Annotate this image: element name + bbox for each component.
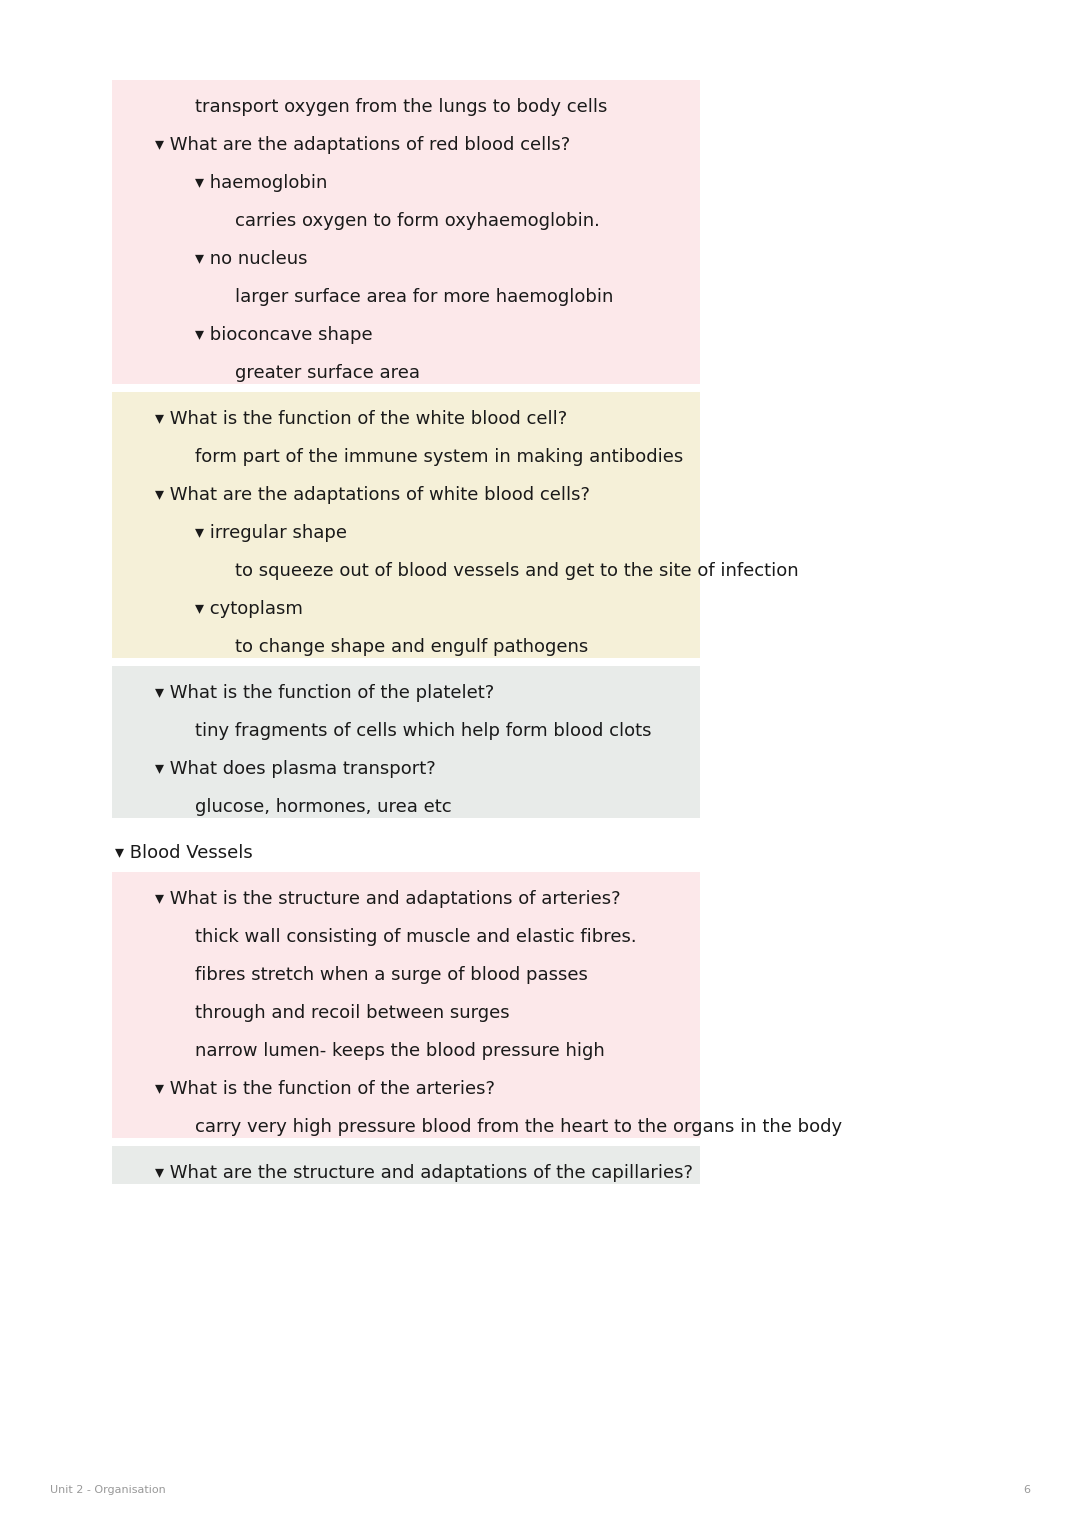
Text: form part of the immune system in making antibodies: form part of the immune system in making… [195,448,684,466]
Text: larger surface area for more haemoglobin: larger surface area for more haemoglobin [235,287,613,306]
Text: greater surface area: greater surface area [235,364,420,382]
Text: thick wall consisting of muscle and elastic fibres.: thick wall consisting of muscle and elas… [195,927,636,946]
Bar [112,1146,700,1184]
Text: ▾ haemoglobin: ▾ haemoglobin [195,174,327,193]
Text: to squeeze out of blood vessels and get to the site of infection: to squeeze out of blood vessels and get … [235,562,798,581]
Text: to change shape and engulf pathogens: to change shape and engulf pathogens [235,639,589,656]
Text: carries oxygen to form oxyhaemoglobin.: carries oxygen to form oxyhaemoglobin. [235,212,599,231]
Text: 6: 6 [1023,1485,1030,1494]
Text: ▾ What are the structure and adaptations of the capillaries?: ▾ What are the structure and adaptations… [156,1164,693,1183]
Bar [112,79,700,384]
Text: glucose, hormones, urea etc: glucose, hormones, urea etc [195,798,451,816]
Text: ▾ What is the structure and adaptations of arteries?: ▾ What is the structure and adaptations … [156,889,621,908]
Text: ▾ What is the function of the white blood cell?: ▾ What is the function of the white bloo… [156,410,567,428]
Text: through and recoil between surges: through and recoil between surges [195,1004,510,1022]
Bar [112,393,700,659]
Text: ▾ Blood Vessels: ▾ Blood Vessels [114,843,253,862]
Text: Unit 2 - Organisation: Unit 2 - Organisation [50,1485,165,1494]
Text: narrow lumen- keeps the blood pressure high: narrow lumen- keeps the blood pressure h… [195,1042,605,1060]
Text: ▾ What is the function of the arteries?: ▾ What is the function of the arteries? [156,1080,495,1099]
Text: fibres stretch when a surge of blood passes: fibres stretch when a surge of blood pas… [195,966,588,984]
Text: transport oxygen from the lungs to body cells: transport oxygen from the lungs to body … [195,98,607,116]
Text: carry very high pressure blood from the heart to the organs in the body: carry very high pressure blood from the … [195,1118,842,1135]
Text: ▾ cytoplasm: ▾ cytoplasm [195,601,302,617]
Bar [112,872,700,1138]
Text: ▾ What are the adaptations of red blood cells?: ▾ What are the adaptations of red blood … [156,136,570,154]
Text: ▾ irregular shape: ▾ irregular shape [195,524,347,542]
Text: ▾ no nucleus: ▾ no nucleus [195,251,308,267]
Text: ▾ What is the function of the platelet?: ▾ What is the function of the platelet? [156,685,495,701]
Bar [112,666,700,817]
Text: ▾ bioconcave shape: ▾ bioconcave shape [195,325,373,344]
Text: tiny fragments of cells which help form blood clots: tiny fragments of cells which help form … [195,723,651,740]
Text: ▾ What does plasma transport?: ▾ What does plasma transport? [156,759,435,778]
Text: ▾ What are the adaptations of white blood cells?: ▾ What are the adaptations of white bloo… [156,486,590,504]
